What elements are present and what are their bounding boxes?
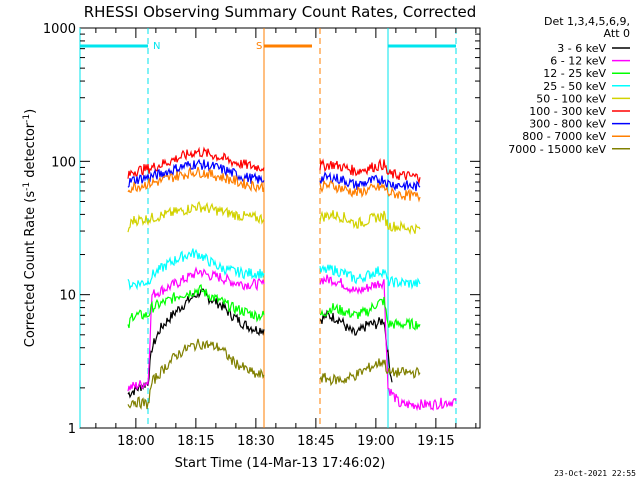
y-axis-ticks: 1 10 100 1000: [43, 22, 480, 437]
y-tick-label: 1: [68, 422, 76, 437]
legend-label: 50 - 100 keV: [536, 92, 606, 105]
series-line: [127, 288, 265, 399]
series-line: [319, 264, 421, 290]
series-line: [127, 146, 265, 179]
y-tick-label: 10: [59, 289, 76, 304]
x-tick-label: 18:15: [177, 434, 214, 449]
y-axis-label-mid: detector: [23, 122, 38, 182]
series-line: [319, 358, 421, 387]
series-line: [319, 158, 421, 185]
series-line: [127, 338, 265, 410]
series-line: [319, 309, 393, 383]
x-tick-label: 19:00: [357, 434, 394, 449]
detectors-line-1: Det 1,3,4,5,6,9,: [544, 15, 630, 28]
series-line: [127, 284, 265, 329]
legend-label: 100 - 300 keV: [529, 105, 606, 118]
legend-label: 7000 - 15000 keV: [508, 143, 606, 156]
y-tick-label: 100: [51, 155, 76, 170]
series-line: [319, 210, 421, 236]
legend-label: 25 - 50 keV: [543, 80, 606, 93]
y-axis-label-sup2: -1: [22, 114, 32, 123]
y-axis-label: Corrected Count Rate (s-1 detector-1): [22, 109, 38, 347]
y-axis-label-sup1: -1: [22, 182, 32, 191]
x-axis-ticks: 18:00 18:15 18:30 18:45 19:00 19:15: [95, 28, 477, 449]
legend-label: 300 - 800 keV: [529, 118, 606, 131]
gap-regions: [79, 28, 457, 428]
flag-label: S: [256, 41, 262, 52]
series-line: [127, 248, 265, 291]
legend-label: 800 - 7000 keV: [522, 130, 606, 143]
legend-label: 6 - 12 keV: [550, 55, 606, 68]
series-line: [319, 274, 457, 412]
series-line: [319, 179, 421, 203]
series-line: [319, 296, 421, 331]
x-tick-label: 18:30: [237, 434, 274, 449]
series-line: [127, 266, 265, 392]
flag-label: N: [153, 41, 160, 52]
series-line: [127, 158, 265, 188]
series-lines: [127, 146, 457, 412]
legend-label: 12 - 25 keV: [543, 67, 606, 80]
x-axis-label: Start Time (14-Mar-13 17:46:02): [175, 456, 386, 471]
y-tick-label: 1000: [43, 22, 76, 37]
chart-title: RHESSI Observing Summary Count Rates, Co…: [84, 3, 477, 21]
series-line: [127, 200, 265, 233]
series-line: [319, 171, 421, 192]
y-axis-label-end: ): [23, 109, 38, 114]
timestamp: 23-Oct-2021 22:55: [554, 469, 636, 478]
detectors-line-2: Att 0: [604, 27, 630, 40]
x-tick-label: 18:45: [297, 434, 334, 449]
y-axis-label-main: Corrected Count Rate (s: [23, 191, 38, 348]
x-tick-label: 18:00: [117, 434, 154, 449]
series-line: [127, 166, 265, 194]
x-tick-label: 19:15: [417, 434, 454, 449]
legend-label: 3 - 6 keV: [557, 42, 606, 55]
